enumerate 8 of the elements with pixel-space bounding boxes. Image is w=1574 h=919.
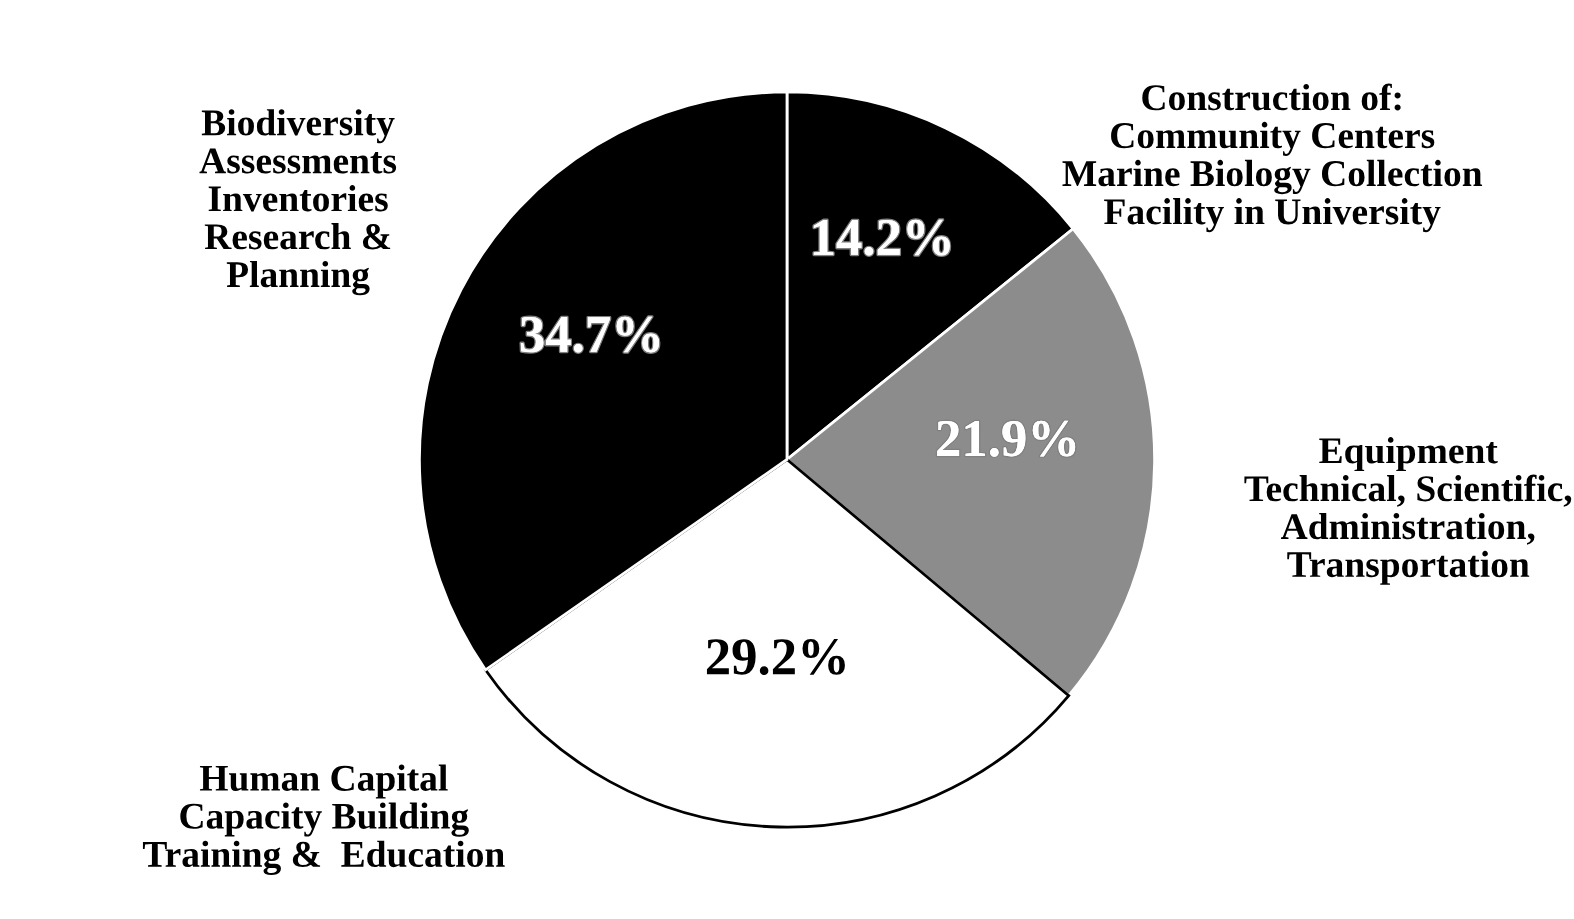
data-label: 34.7% xyxy=(520,316,660,353)
slice-label: Human Capital Capacity Building Training & Education xyxy=(142,764,505,875)
data-label: 29.2% xyxy=(706,639,845,675)
data-label: 14.2% xyxy=(813,219,950,256)
slice-label: Equipment Technical, Scientific, Administration, Transportation xyxy=(1244,437,1572,585)
slice-label: Biodiversity Assessments Inventories Research & Planning xyxy=(199,109,397,296)
data-label: 21.9% xyxy=(937,420,1076,457)
slice-label: Construction of: Community Centers Marine Biology Collection Facility in University xyxy=(1062,83,1483,233)
